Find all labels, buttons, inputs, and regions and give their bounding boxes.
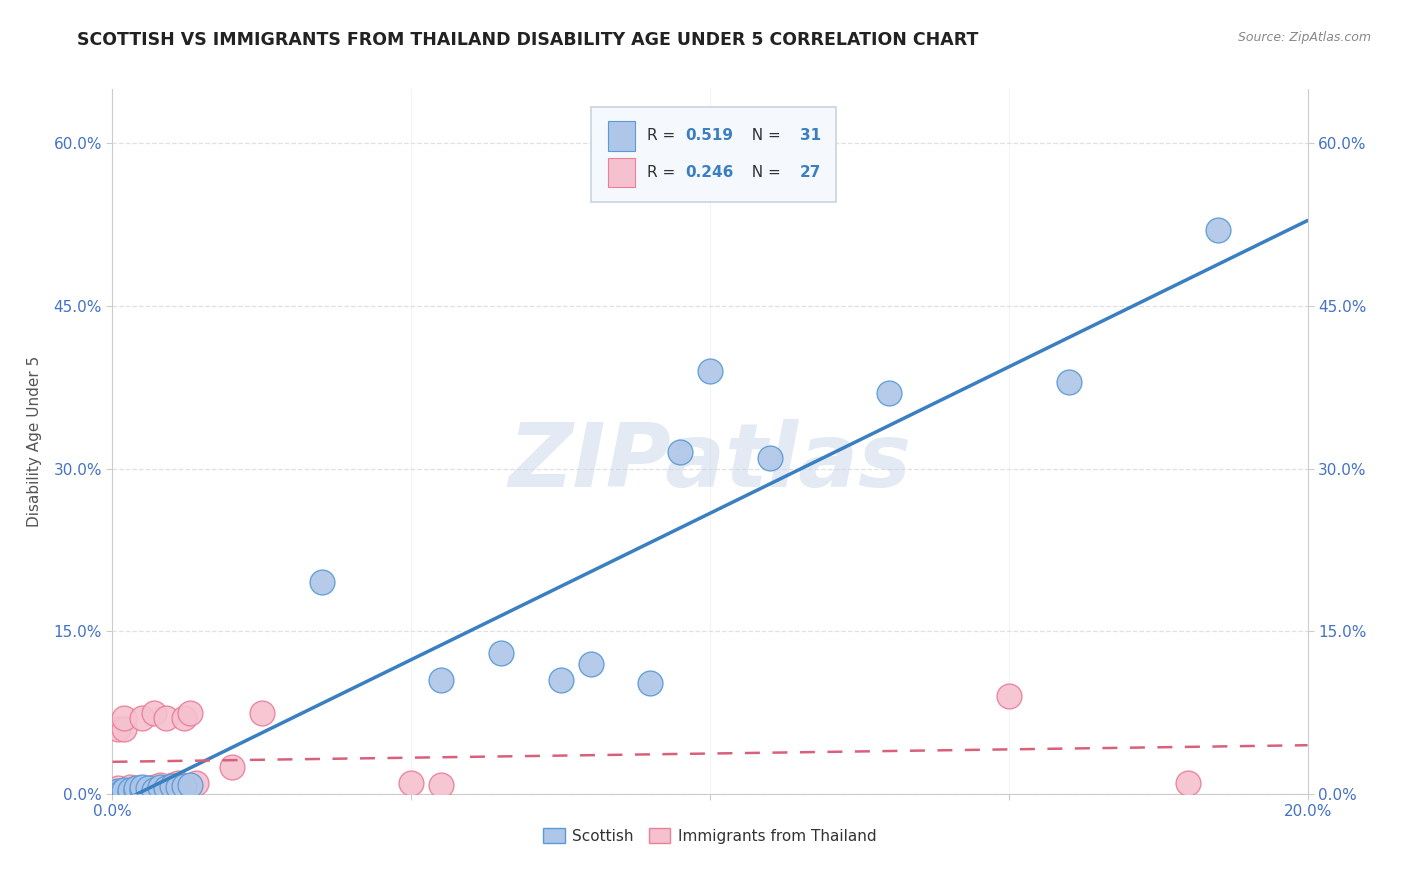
Point <box>114 783 135 797</box>
FancyBboxPatch shape <box>609 121 634 151</box>
Point <box>107 781 129 796</box>
Point <box>131 782 153 797</box>
Point <box>155 781 177 796</box>
Point <box>167 780 190 795</box>
Text: R =: R = <box>647 128 681 144</box>
Point <box>179 706 201 720</box>
Point <box>104 785 127 799</box>
Point <box>114 711 135 725</box>
Point <box>879 385 901 400</box>
Text: Source: ZipAtlas.com: Source: ZipAtlas.com <box>1237 31 1371 45</box>
Point <box>640 676 662 690</box>
Text: ZIPatlas: ZIPatlas <box>509 419 911 506</box>
Text: 0.246: 0.246 <box>685 165 734 180</box>
Text: 31: 31 <box>800 128 821 144</box>
Point <box>1177 776 1199 790</box>
Point <box>143 706 166 720</box>
Point <box>120 785 142 799</box>
Point <box>143 782 166 797</box>
Point <box>173 711 195 725</box>
Text: 27: 27 <box>800 165 821 180</box>
Point <box>401 776 423 790</box>
Legend: Scottish, Immigrants from Thailand: Scottish, Immigrants from Thailand <box>537 822 883 850</box>
Text: 0.519: 0.519 <box>685 128 733 144</box>
Point <box>186 776 208 790</box>
Point <box>131 711 153 725</box>
Point <box>1057 375 1080 389</box>
Text: N =: N = <box>742 128 786 144</box>
Point <box>143 780 166 795</box>
Text: SCOTTISH VS IMMIGRANTS FROM THAILAND DISABILITY AGE UNDER 5 CORRELATION CHART: SCOTTISH VS IMMIGRANTS FROM THAILAND DIS… <box>77 31 979 49</box>
Point <box>138 781 160 796</box>
FancyBboxPatch shape <box>591 107 835 202</box>
Point <box>120 782 142 797</box>
Point <box>131 782 153 797</box>
FancyBboxPatch shape <box>609 158 634 187</box>
Point <box>179 778 201 792</box>
Point <box>149 778 172 792</box>
Text: N =: N = <box>742 165 786 180</box>
Point <box>138 781 160 796</box>
Point <box>110 785 132 799</box>
Text: R =: R = <box>647 165 681 180</box>
Point <box>550 673 572 687</box>
Point <box>107 783 129 797</box>
Point <box>699 364 721 378</box>
Point <box>1206 223 1229 237</box>
Point <box>221 760 243 774</box>
Point <box>114 782 135 797</box>
Point <box>138 783 160 797</box>
Point <box>149 780 172 795</box>
Point <box>120 780 142 795</box>
Point <box>430 673 453 687</box>
Point <box>125 781 148 796</box>
Point <box>759 450 782 465</box>
Point <box>579 657 602 671</box>
Point <box>114 722 135 736</box>
Point <box>104 783 127 797</box>
Point <box>155 711 177 725</box>
Point <box>311 575 333 590</box>
Point <box>125 783 148 797</box>
Y-axis label: Disability Age Under 5: Disability Age Under 5 <box>28 356 42 527</box>
Point <box>173 779 195 793</box>
Point <box>131 780 153 795</box>
Point <box>167 776 190 790</box>
Point <box>120 782 142 797</box>
Point <box>669 445 692 459</box>
Point <box>107 722 129 736</box>
Point <box>162 778 183 792</box>
Point <box>250 706 273 720</box>
Point <box>489 646 512 660</box>
Point <box>998 690 1021 704</box>
Point <box>430 778 453 792</box>
Point <box>125 781 148 796</box>
Point <box>162 779 183 793</box>
